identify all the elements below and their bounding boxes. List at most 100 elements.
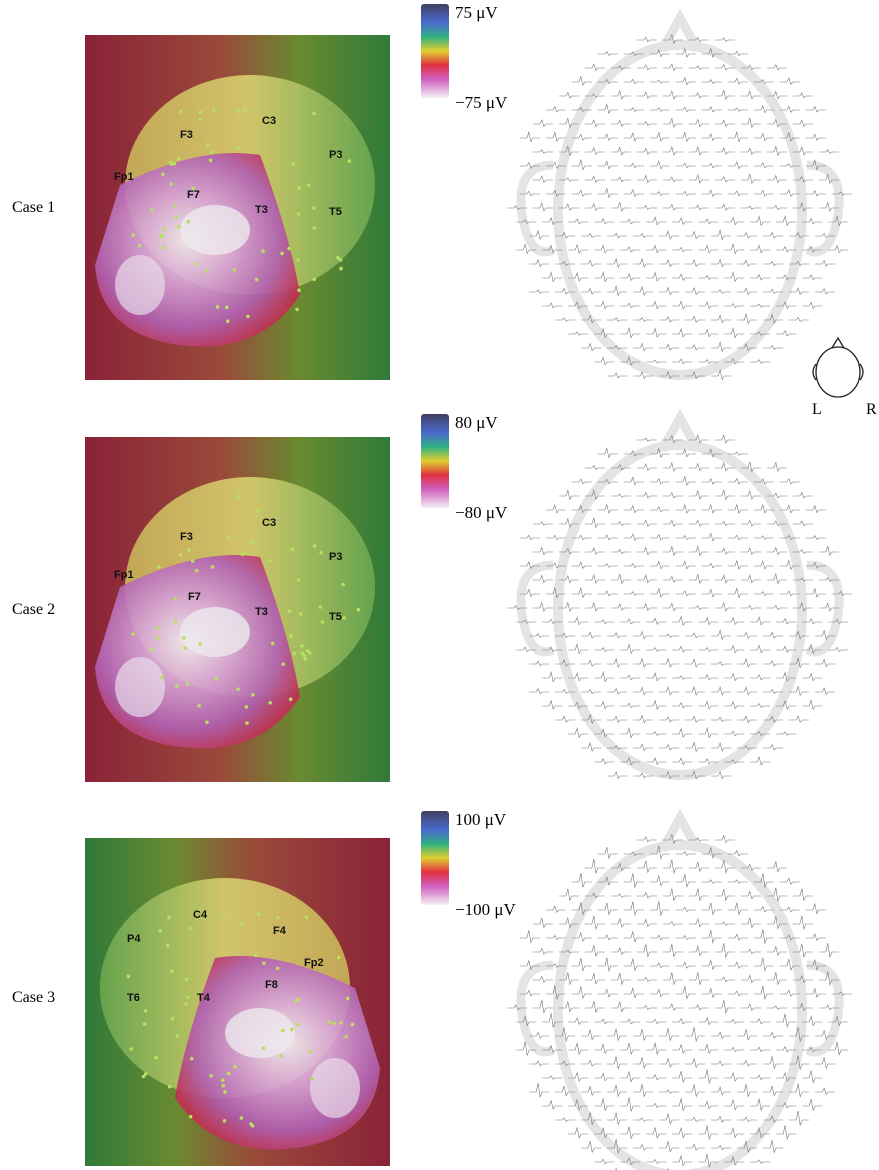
electrode-dot (189, 1056, 194, 1061)
trace (685, 715, 706, 723)
trace (701, 532, 722, 542)
trace (750, 703, 771, 708)
trace (831, 991, 852, 996)
electrode-dot (332, 1021, 336, 1026)
trace (750, 331, 771, 336)
electrode-dot (287, 246, 291, 251)
trace (620, 618, 641, 625)
trace (594, 1072, 615, 1082)
electrode-dot (292, 651, 297, 656)
trace (818, 149, 839, 154)
electrode-dot (235, 494, 240, 499)
ear-highlight (115, 657, 165, 717)
trace (685, 1027, 706, 1042)
trace (662, 519, 683, 527)
electrode-dot (126, 974, 131, 979)
trace (542, 302, 563, 309)
trace (636, 91, 657, 99)
trace (636, 519, 657, 527)
trace (636, 437, 657, 442)
trace (685, 741, 706, 753)
trace (792, 1002, 813, 1012)
electrode-label: P4 (127, 933, 141, 945)
trace (597, 957, 618, 973)
trace (740, 489, 761, 500)
trace (714, 976, 735, 983)
electrode-label: T4 (197, 992, 211, 1004)
trace (646, 271, 667, 283)
trace (714, 89, 735, 101)
trace (711, 1060, 732, 1067)
trace (597, 133, 618, 142)
figure-layer: Case 1 F3 C3 P3 Fp1 F7 T3 T5 75 μV −75 μV Case 2 F3… (12, 3, 852, 1170)
electrode-label: Fp1 (114, 569, 134, 581)
trace (740, 890, 761, 900)
electrode-dot (312, 544, 317, 548)
electrode-dot (198, 110, 203, 114)
trace (662, 944, 683, 958)
trace (558, 144, 579, 157)
electrode-dot (173, 203, 177, 208)
trace (542, 699, 563, 710)
trace (675, 47, 696, 58)
trace (607, 1139, 628, 1154)
trace (727, 990, 748, 997)
trace (636, 836, 657, 843)
trace (727, 879, 748, 884)
trace (545, 105, 566, 113)
trace (620, 273, 641, 281)
trace (711, 661, 732, 666)
trace (610, 549, 631, 554)
trace (737, 287, 758, 295)
trace (685, 1084, 706, 1098)
trace (568, 1043, 589, 1056)
electrode-dot (310, 1076, 315, 1081)
trace (815, 259, 836, 267)
electrode-label: F4 (273, 925, 287, 937)
trace (675, 961, 696, 969)
trace (568, 1071, 589, 1082)
trace (545, 586, 566, 599)
trace (672, 1070, 693, 1084)
trace (675, 475, 696, 486)
trace (802, 1098, 823, 1112)
electrode-dot (312, 277, 317, 282)
trace (675, 535, 696, 540)
trace (766, 546, 787, 556)
trace (519, 161, 540, 169)
trace (584, 175, 605, 183)
trace (776, 1013, 797, 1028)
trace (750, 730, 771, 736)
trace (805, 587, 826, 598)
trace (662, 859, 683, 875)
trace (571, 504, 592, 514)
trace (737, 259, 758, 267)
trace (542, 271, 563, 283)
trace (724, 358, 745, 365)
trace (672, 675, 693, 680)
trace (594, 700, 615, 710)
trace (571, 931, 592, 942)
electrode-dot (342, 616, 346, 620)
electrode-dot (212, 108, 216, 113)
trace (750, 615, 771, 626)
trace (558, 949, 579, 954)
trace (519, 131, 540, 143)
trace (740, 64, 761, 71)
trace (568, 701, 589, 709)
trace (724, 327, 745, 339)
trace (545, 905, 566, 913)
trace (698, 700, 719, 710)
trace (558, 177, 579, 182)
electrode-dot (245, 721, 249, 725)
electrode-dot (232, 267, 237, 272)
trace (727, 130, 748, 143)
trace (818, 173, 839, 184)
trace (646, 672, 667, 682)
trace (555, 1085, 576, 1097)
trace (542, 217, 563, 226)
trace (675, 106, 696, 113)
electrode-dot (318, 605, 323, 609)
trace (516, 1015, 537, 1027)
trace (805, 561, 826, 569)
